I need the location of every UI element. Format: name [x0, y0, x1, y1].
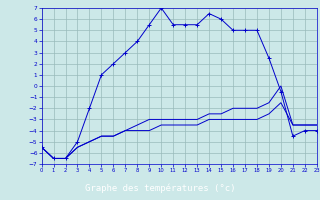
- Text: Graphe des températures (°c): Graphe des températures (°c): [85, 184, 235, 193]
